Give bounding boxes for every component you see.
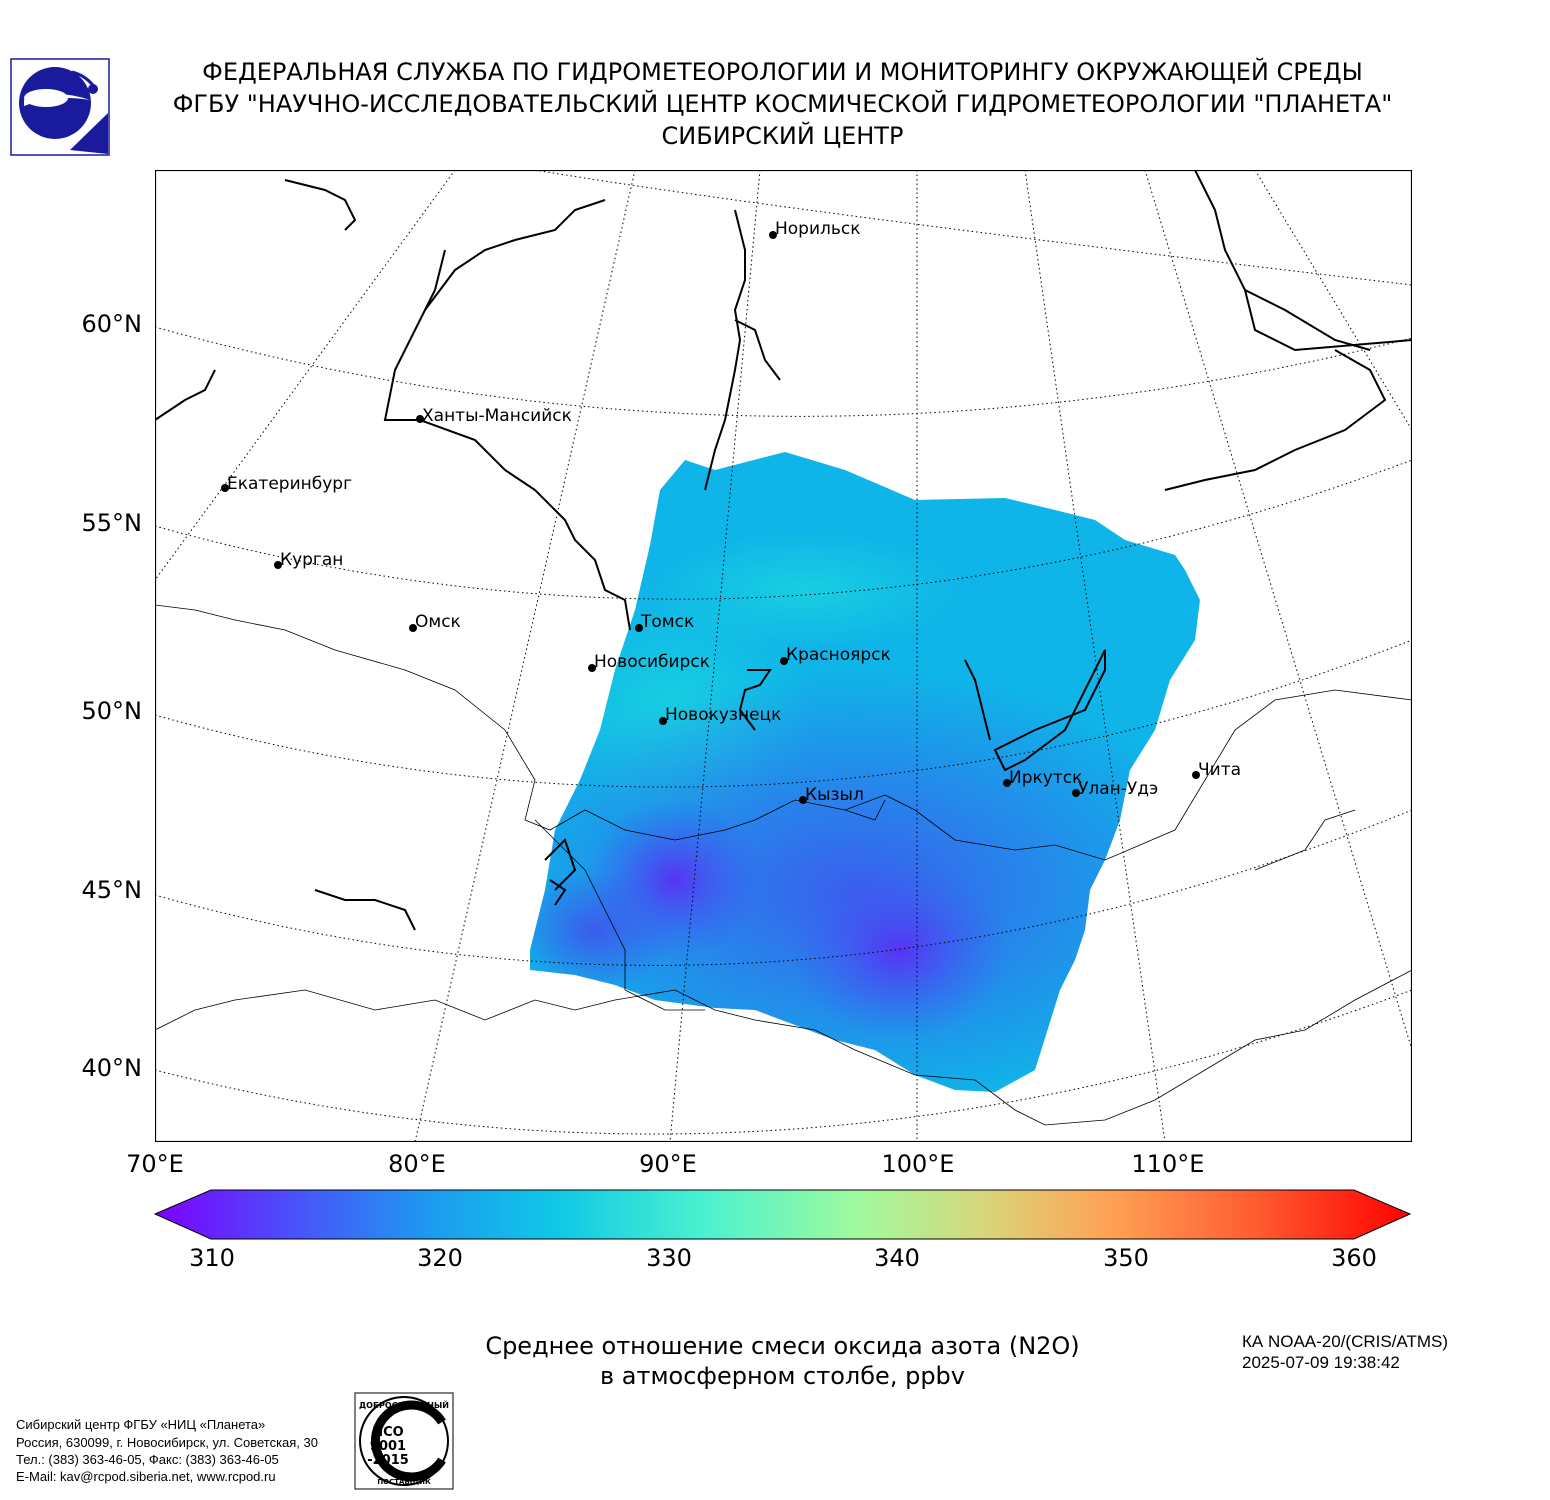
product-title: Среднее отношение смеси оксида азота (N2… — [485, 1332, 1080, 1360]
header-line-3: СИБИРСКИЙ ЦЕНТР — [661, 122, 904, 150]
city-label: Ханты-Мансийск — [422, 406, 572, 426]
city-label: Курган — [280, 550, 343, 570]
city-label: Иркутск — [1009, 768, 1082, 788]
city-chita: Чита — [1192, 760, 1241, 780]
lon-label-110: 110°E — [1131, 1150, 1205, 1178]
city-label: Норильск — [775, 219, 861, 239]
org-line-1: Сибирский центр ФГБУ «НИЦ «Планета» — [16, 1417, 266, 1432]
lat-label-45: 45°N — [81, 876, 143, 904]
city-novosibirsk: Новосибирск — [588, 652, 710, 672]
lon-label-80: 80°E — [388, 1150, 446, 1178]
colorbar — [153, 1189, 1412, 1240]
colorbar-tick: 330 — [646, 1244, 692, 1272]
city-kurgan: Курган — [274, 550, 343, 570]
org-line-3: Тел.: (383) 363-46-05, Факс: (383) 363-4… — [16, 1452, 279, 1467]
city-kyzyl: Кызыл — [799, 785, 864, 805]
map-panel: Норильск Ханты-Мансийск Екатеринбург Кур… — [155, 170, 1412, 1142]
svg-text:ПОСТАВЩИК: ПОСТАВЩИК — [377, 1478, 431, 1486]
city-novokuznetsk: Новокузнецк — [659, 705, 781, 725]
lon-label-70: 70°E — [126, 1150, 184, 1178]
lat-label-55: 55°N — [81, 509, 143, 537]
city-omsk: Омск — [409, 612, 461, 632]
org-line-4: E-Mail: kav@rcpod.siberia.net, www.rcpod… — [16, 1469, 276, 1484]
svg-text:9001: 9001 — [370, 1439, 406, 1454]
country-borders — [155, 604, 1412, 1126]
city-yekaterinburg: Екатеринбург — [221, 474, 352, 494]
lat-label-60: 60°N — [81, 310, 143, 338]
city-label: Новокузнецк — [665, 705, 781, 725]
city-tomsk: Томск — [635, 612, 694, 632]
city-irkutsk: Иркутск — [1003, 768, 1082, 788]
lon-label-100: 100°E — [881, 1150, 955, 1178]
planeta-logo — [10, 58, 110, 156]
lon-label-90: 90°E — [639, 1150, 697, 1178]
city-label: Кызыл — [805, 785, 864, 805]
lat-label-40: 40°N — [81, 1054, 143, 1082]
svg-text:-2015: -2015 — [367, 1453, 409, 1468]
lat-label-50: 50°N — [81, 697, 143, 725]
colorbar-tick: 340 — [874, 1244, 920, 1272]
colorbar-tick: 360 — [1331, 1244, 1377, 1272]
city-krasnoyarsk: Красноярск — [780, 645, 891, 665]
map-frame — [155, 170, 1412, 1142]
graticule — [155, 170, 1412, 1142]
colorbar-tick: 320 — [417, 1244, 463, 1272]
city-label: Омск — [415, 612, 461, 632]
org-line-2: Россия, 630099, г. Новосибирск, ул. Сове… — [16, 1435, 318, 1450]
city-label: Красноярск — [786, 645, 891, 665]
city-label: Чита — [1198, 760, 1241, 780]
city-khanty-mansiysk: Ханты-Мансийск — [416, 406, 572, 426]
iso-badge: ДОБРОСОВЕСТНЫЙ ПОСТАВЩИК ИСО 9001 -2015 — [354, 1392, 454, 1490]
city-label: Новосибирск — [594, 652, 710, 672]
header-line-1: ФЕДЕРАЛЬНАЯ СЛУЖБА ПО ГИДРОМЕТЕОРОЛОГИИ … — [202, 58, 1363, 86]
svg-text:ИСО: ИСО — [372, 1425, 403, 1440]
city-norilsk: Норильск — [769, 219, 861, 239]
city-label: Томск — [640, 612, 694, 632]
colorbar-tick: 350 — [1103, 1244, 1149, 1272]
product-subtitle: в атмосферном столбе, ppbv — [599, 1362, 965, 1390]
city-markers: Норильск Ханты-Мансийск Екатеринбург Кур… — [221, 219, 1241, 805]
colorbar-tick: 310 — [189, 1244, 235, 1272]
satellite-datetime: 2025-07-09 19:38:42 — [1242, 1353, 1400, 1372]
svg-text:ДОБРОСОВЕСТНЫЙ: ДОБРОСОВЕСТНЫЙ — [359, 1399, 449, 1410]
rivers-coastlines — [155, 170, 1412, 931]
city-label: Екатеринбург — [227, 474, 352, 494]
city-ulan-ude: Улан-Удэ — [1072, 779, 1158, 799]
satellite-name: КА NOAA-20/(CRIS/ATMS) — [1242, 1332, 1449, 1351]
header-line-2: ФГБУ "НАУЧНО-ИССЛЕДОВАТЕЛЬСКИЙ ЦЕНТР КОС… — [172, 90, 1393, 118]
city-label: Улан-Удэ — [1078, 779, 1158, 799]
